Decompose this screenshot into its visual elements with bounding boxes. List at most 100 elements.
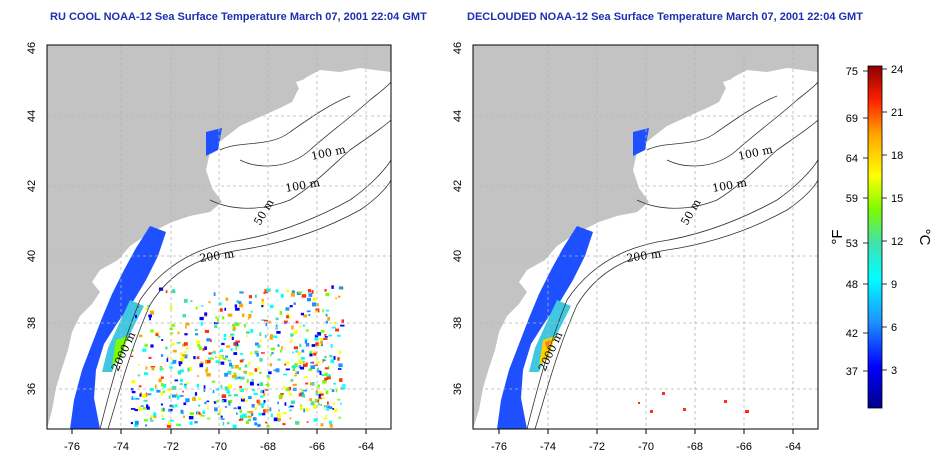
sst-speckle <box>172 289 175 293</box>
sst-speckle <box>171 324 176 327</box>
sst-speckle <box>282 423 286 426</box>
sst-speckle <box>139 393 142 397</box>
sst-speckle <box>199 413 202 416</box>
sst-speckle <box>253 392 258 395</box>
sst-speckle <box>160 376 164 379</box>
sst-speckle <box>238 419 242 421</box>
sst-speckle <box>309 353 313 357</box>
sst-speckle <box>275 368 280 373</box>
sst-speckle <box>264 319 269 322</box>
lon-tick-label: -70 <box>211 441 227 453</box>
sst-speckle <box>258 400 261 403</box>
sst-speckle <box>329 423 333 428</box>
sst-speckle <box>286 315 289 319</box>
sst-speckle <box>297 351 301 356</box>
sst-speckle <box>310 401 315 406</box>
sst-speckle <box>288 406 290 409</box>
sst-speckle <box>223 333 227 337</box>
sst-speckle <box>172 404 175 409</box>
sst-speckle <box>261 305 264 308</box>
sst-speckle <box>330 344 333 348</box>
sst-speckle <box>238 301 242 304</box>
sst-speckle <box>228 394 232 397</box>
sst-speckle <box>207 406 209 410</box>
sst-speckle <box>239 353 244 355</box>
sst-speckle <box>315 390 318 394</box>
sst-speckle <box>329 420 332 425</box>
lat-tick-label: 38 <box>452 317 464 329</box>
sst-speckle <box>200 415 205 417</box>
sst-speckle <box>148 314 152 318</box>
lon-tick-label: -64 <box>785 441 801 453</box>
sst-speckle <box>176 423 180 426</box>
sst-speckle <box>339 378 343 382</box>
sst-speckle <box>174 404 178 408</box>
sst-speckle <box>150 329 154 333</box>
sst-speckle <box>257 383 260 386</box>
sst-speckle <box>302 361 305 363</box>
sst-speckle <box>328 334 332 337</box>
lat-tick-label: 42 <box>26 180 38 192</box>
sst-speckle <box>233 372 237 377</box>
sst-speckle <box>166 356 169 359</box>
sst-speckle <box>172 349 177 353</box>
sst-speckle <box>308 293 313 297</box>
sst-speckle <box>216 318 220 322</box>
sst-speckle <box>196 383 199 388</box>
sst-speckle <box>263 401 265 405</box>
sst-speckle <box>303 389 307 392</box>
sst-speckle <box>195 340 201 344</box>
sst-speckle <box>180 357 185 362</box>
sst-speckle <box>303 314 308 318</box>
sst-speckle <box>218 302 222 306</box>
sst-speckle <box>335 297 337 300</box>
sst-speckle <box>160 403 163 406</box>
sst-speckle <box>144 343 148 347</box>
lat-axis: 36 38 40 42 44 46 <box>26 42 38 395</box>
contour-label: 100 m <box>711 176 748 195</box>
sst-speckle <box>260 395 264 398</box>
sst-speckle <box>203 389 206 392</box>
sst-speckle <box>131 380 136 384</box>
sst-speckle <box>341 386 346 390</box>
lon-axis <box>498 429 794 434</box>
sst-speckle <box>243 324 246 328</box>
sst-speckle <box>273 335 278 338</box>
sst-speckle <box>244 388 248 391</box>
sst-speckle <box>298 359 302 364</box>
sst-speckle <box>289 392 293 396</box>
sst-speckle <box>250 351 253 355</box>
sst-speckle <box>219 308 223 312</box>
sst-speckle <box>229 362 232 367</box>
sst-speckle <box>300 312 304 316</box>
celsius-tick-label: 6 <box>891 322 897 334</box>
sst-speckle <box>183 351 187 353</box>
sst-speckle <box>170 361 175 365</box>
sst-speckle <box>316 303 319 307</box>
sst-speckle <box>187 367 190 372</box>
sst-speckle <box>179 379 183 382</box>
sst-speckle <box>233 407 237 410</box>
fahrenheit-tick-label: 69 <box>846 113 858 125</box>
sst-speckle <box>267 375 270 378</box>
sst-speckle <box>249 381 254 386</box>
sst-speckle <box>312 361 314 364</box>
sst-speckle <box>257 366 260 370</box>
color-scale-bar: 75 69 64 59 53 48 42 37 24 21 18 15 12 9… <box>829 64 933 409</box>
sst-speckle <box>335 388 338 393</box>
sst-speckle <box>293 331 297 335</box>
sst-speckle <box>224 386 229 391</box>
sst-speckle <box>235 340 240 343</box>
sst-speckle <box>273 417 278 422</box>
sst-speckle <box>292 368 295 371</box>
sst-speckle <box>180 369 184 373</box>
sst-speckle <box>232 326 236 331</box>
sst-speckle <box>221 394 227 399</box>
sst-speckle <box>266 288 271 292</box>
sst-speckle <box>299 343 302 348</box>
lat-tick-label: 46 <box>452 42 464 54</box>
sst-speckle <box>320 404 323 406</box>
sst-speckle <box>302 393 306 398</box>
sst-speckle <box>265 389 269 391</box>
sst-speckle <box>302 324 305 327</box>
